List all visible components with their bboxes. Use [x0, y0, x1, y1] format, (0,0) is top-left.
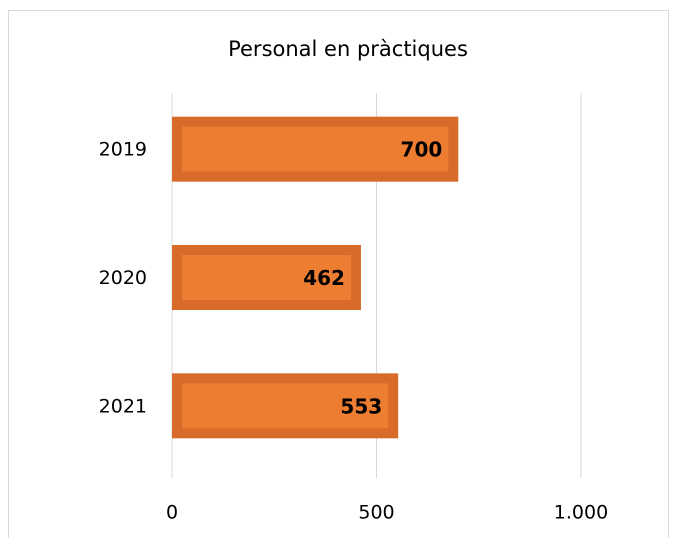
x-tick-label: 500 — [358, 502, 394, 524]
data-label: 553 — [340, 394, 382, 418]
y-tick-label: 2021 — [99, 395, 147, 417]
bar — [172, 116, 459, 182]
x-tick-label: 0 — [166, 502, 178, 524]
data-label: 462 — [303, 266, 345, 290]
y-tick-label: 2019 — [99, 139, 147, 161]
y-tick-label: 2020 — [99, 267, 147, 289]
chart-title: Personal en pràctiques — [228, 37, 468, 61]
data-label: 700 — [401, 138, 443, 162]
bar — [172, 373, 399, 439]
x-tick-label: 1.000 — [554, 502, 608, 524]
bar — [172, 245, 361, 310]
